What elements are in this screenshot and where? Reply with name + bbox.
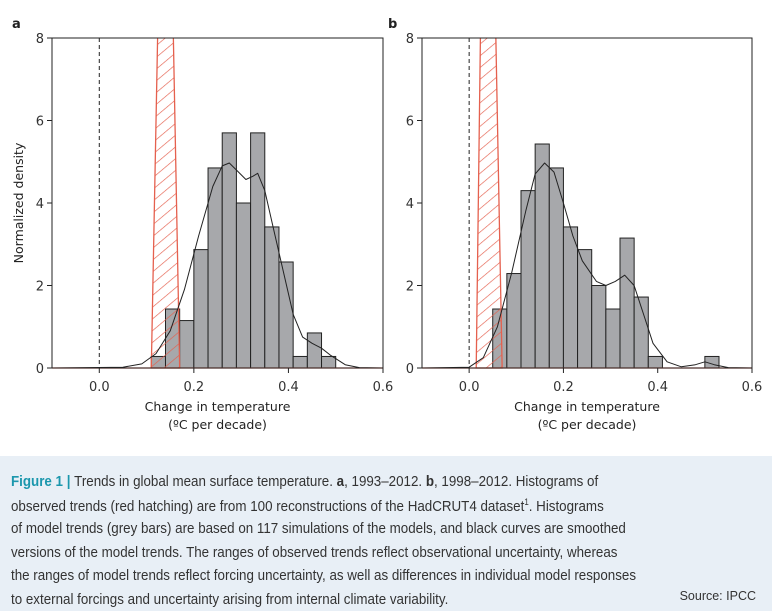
histogram-bar: [193, 249, 209, 369]
caption-segment: observed trends (red hatching) are from …: [11, 497, 525, 515]
caption-segment: , 1993–2012.: [344, 473, 426, 490]
figure: a 0 2 4 6 8 0.0 0.2 0.4 0.6 Change in temperature (…: [11, 17, 763, 432]
caption-segment: . Histograms: [528, 497, 604, 515]
x-tick-label: 0.2: [553, 380, 574, 395]
histogram-bar: [605, 308, 621, 369]
histogram-bar: [321, 355, 337, 369]
histogram-bar: [548, 167, 564, 369]
histogram-bar: [506, 273, 522, 369]
caption-segment: of model trends (grey bars) are based on…: [11, 520, 626, 538]
smoothed-model-curve: [421, 162, 753, 369]
caption-line: to external forcings and uncertainty ari…: [11, 591, 448, 608]
histogram-bar: [278, 261, 294, 369]
panel-letter: b: [388, 17, 397, 32]
y-tick-label: 8: [406, 32, 414, 47]
y-tick-label: 6: [406, 115, 414, 130]
x-tick-label: 0.0: [89, 380, 110, 395]
caption-segment: a: [336, 473, 345, 490]
panel-b: b 0 2 4 6 8 0.0 0.2 0.4 0.6 Change in temperature (…: [388, 17, 763, 432]
x-tick-label: 0.6: [373, 380, 394, 395]
caption-line: versions of the model trends. The ranges…: [11, 544, 617, 561]
caption-segment: b: [425, 473, 435, 490]
x-tick-label: 0.0: [459, 380, 480, 395]
caption-line: of model trends (grey bars) are based on…: [11, 520, 626, 537]
x-axis-unit: (ºC per decade): [538, 417, 637, 432]
y-axis-label: Normalized density: [11, 142, 26, 263]
figure-label: Figure 1 |: [11, 473, 75, 490]
histogram-bar: [179, 320, 195, 369]
y-tick-label: 0: [36, 362, 44, 377]
panel-letter: a: [12, 17, 21, 32]
x-axis-label: Change in temperature: [514, 399, 660, 414]
y-tick-label: 2: [36, 280, 44, 295]
histogram-bar: [619, 237, 635, 369]
smoothed-model-curve: [51, 162, 384, 369]
x-tick-label: 0.2: [184, 380, 205, 395]
caption-segment: versions of the model trends. The ranges…: [11, 543, 618, 561]
y-tick-label: 2: [406, 280, 414, 295]
caption-segment: , 1998–2012. Histograms of: [434, 473, 599, 490]
histogram-bar: [306, 332, 323, 369]
observed-trend-hatching: [150, 38, 181, 369]
histogram-bar: [264, 226, 280, 369]
caption-line: observed trends (red hatching) are from …: [11, 497, 604, 515]
histogram-bar: [520, 190, 536, 369]
y-tick-label: 6: [36, 115, 44, 130]
caption-line: the ranges of model trends reflect forci…: [11, 567, 636, 584]
histogram-bar: [562, 226, 579, 369]
figure-caption: Figure 1 | Trends in global mean surface…: [0, 456, 772, 611]
histogram-bar: [591, 285, 607, 369]
caption-segment: Trends in global mean surface temperatur…: [74, 473, 337, 490]
caption-line: Figure 1 | Trends in global mean surface…: [11, 473, 598, 490]
caption-segment: 1: [524, 496, 529, 507]
y-tick-label: 4: [406, 197, 414, 212]
histogram-bar: [207, 167, 223, 369]
x-axis-unit: (ºC per decade): [168, 417, 267, 432]
x-tick-label: 0.4: [278, 380, 299, 395]
histogram-bar: [292, 355, 308, 369]
y-tick-label: 0: [406, 362, 414, 377]
x-axis-label: Change in temperature: [145, 399, 291, 414]
histogram-bar: [647, 355, 663, 369]
caption-segment: the ranges of model trends reflect forci…: [11, 567, 637, 585]
source-credit: Source: IPCC: [679, 589, 756, 603]
y-tick-label: 8: [36, 32, 44, 47]
histogram-bar: [235, 202, 252, 369]
histogram-bar: [534, 143, 550, 369]
y-tick-label: 4: [36, 197, 44, 212]
observed-trend-hatching: [475, 38, 503, 369]
x-tick-label: 0.4: [647, 380, 668, 395]
caption-segment: to external forcings and uncertainty ari…: [11, 591, 449, 608]
histogram-bar: [250, 132, 266, 369]
x-tick-label: 0.6: [742, 380, 763, 395]
histogram-bar: [577, 249, 593, 369]
panel-a: a 0 2 4 6 8 0.0 0.2 0.4 0.6 Change in temperature (…: [11, 17, 394, 432]
